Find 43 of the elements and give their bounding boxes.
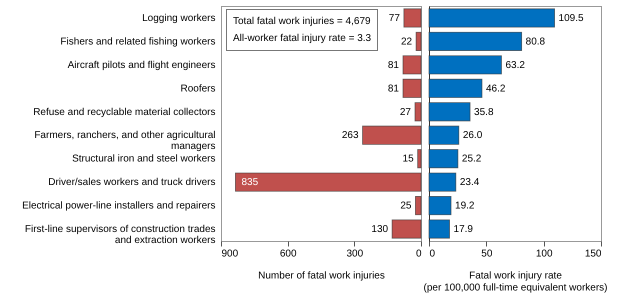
- y-tick-label: Farmers, ranchers, and other agricultural managers: [34, 130, 216, 152]
- data-label: 835: [241, 177, 259, 188]
- y-tick-label: Electrical power-line installers and repairers: [22, 200, 216, 212]
- data-label: 25: [400, 200, 412, 212]
- data-label: 25.2: [462, 154, 482, 165]
- y-tick-label: Structural iron and steel workers: [72, 154, 216, 165]
- data-label: 23.4: [460, 177, 480, 188]
- y-tick-label: Logging workers: [142, 12, 216, 24]
- data-label: 22: [400, 36, 413, 48]
- annotation: All-worker fatal injury rate = 3.3: [233, 32, 372, 46]
- y-tick-label: Refuse and recyclable material collectors: [33, 106, 216, 118]
- data-label: 35.8: [474, 106, 494, 118]
- x-tick-label: 900: [222, 248, 239, 260]
- data-label: 19.2: [455, 200, 475, 212]
- x-tick-label: 150: [584, 248, 602, 260]
- data-label: 15: [402, 154, 414, 165]
- note-box: Total fatal work injuries = 4,679 All-worker fatal injury rate = 3.3: [226, 9, 378, 51]
- x-tick-label: 600: [280, 248, 297, 260]
- data-label: 263: [342, 130, 359, 142]
- x-tick-label: 0: [416, 248, 422, 260]
- y-tick-label: Roofers: [180, 83, 216, 94]
- x-tick-label: 50: [481, 248, 493, 260]
- data-label: 130: [371, 224, 389, 236]
- annotation: Total fatal work injuries = 4,679: [233, 15, 372, 29]
- x-axis-title: Number of fatal work injuries: [258, 270, 385, 282]
- y-tick-label: First-line supervisors of construction trades and extraction workers: [24, 224, 216, 246]
- data-label: 26.0: [462, 130, 483, 142]
- x-tick-label: 300: [346, 248, 364, 260]
- y-tick-label: Fishers and related fishing workers: [60, 36, 216, 48]
- y-tick-label: Aircraft pilots and flight engineers: [68, 60, 216, 71]
- data-label: 27: [400, 106, 412, 118]
- y-tick-label: Driver/sales workers and truck drivers: [48, 177, 216, 188]
- data-label: 63.2: [505, 60, 526, 71]
- data-label: 80.8: [526, 36, 546, 48]
- data-label: 81: [388, 60, 400, 71]
- data-label: 46.2: [486, 83, 506, 94]
- x-axis-title: Fatal work injury rate (per 100,000 full-time equivalent workers): [424, 270, 608, 294]
- data-label: 109.5: [558, 12, 584, 24]
- data-label: 77: [388, 12, 400, 24]
- data-label: 17.9: [454, 224, 474, 236]
- data-label: 81: [388, 83, 400, 94]
- x-tick-label: 0: [430, 248, 436, 260]
- x-tick-label: 100: [536, 248, 553, 260]
